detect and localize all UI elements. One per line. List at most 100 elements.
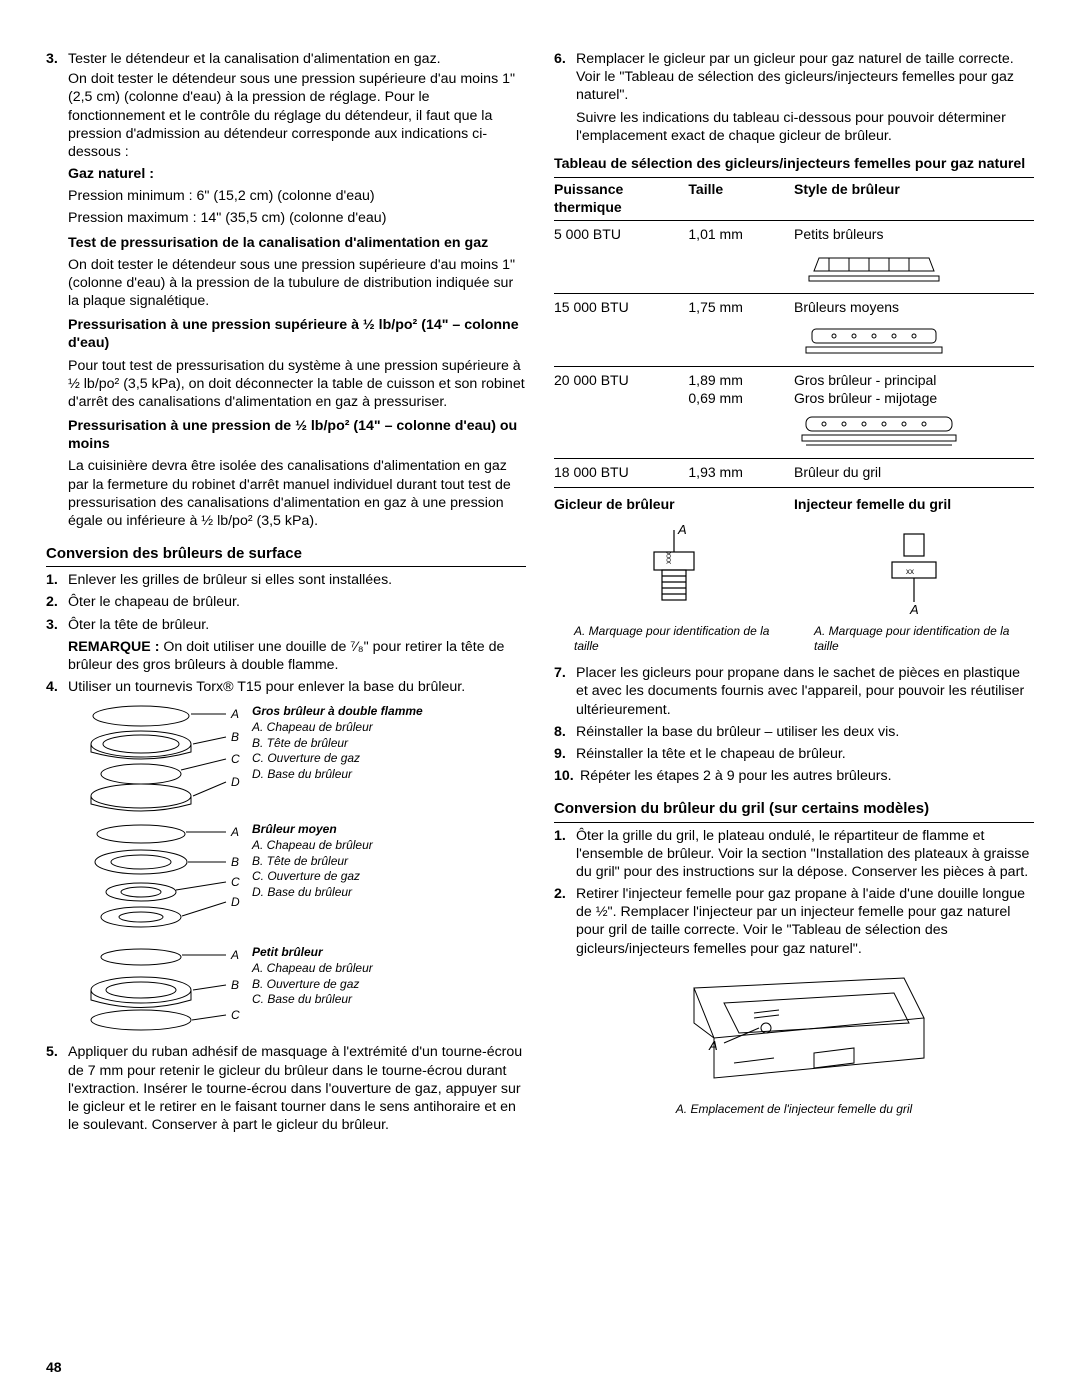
step-number: 1. — [554, 827, 576, 882]
td: Brûleur du gril — [794, 459, 1034, 488]
burner-style: Gros brûleur - mijotage — [794, 390, 1030, 408]
legend-item: C. Ouverture de gaz — [252, 751, 526, 767]
td: 1,75 mm — [688, 293, 794, 366]
step-text: Utiliser un tournevis Torx® T15 pour enl… — [68, 678, 526, 696]
table-header-row: Puissance thermique Taille Style de brûl… — [554, 178, 1034, 221]
body-text: Pression minimum : 6" (15,2 cm) (colonne… — [68, 187, 526, 205]
legend-item: B. Tête de brûleur — [252, 736, 526, 752]
svg-text:A: A — [677, 522, 687, 537]
td: 1,01 mm — [688, 220, 794, 293]
body-text: Pression maximum : 14" (35,5 cm) (colonn… — [68, 209, 526, 227]
step-text: Ôter la tête de brûleur. — [68, 616, 526, 634]
legend-item: A. Chapeau de brûleur — [252, 961, 526, 977]
step-number: 2. — [554, 885, 576, 958]
step-number: 8. — [554, 723, 576, 741]
th: Puissance thermique — [554, 178, 688, 221]
legend-item: D. Base du brûleur — [252, 885, 526, 901]
legend-item: A. Chapeau de brûleur — [252, 838, 526, 854]
td: Petits brûleurs — [794, 220, 1034, 293]
td: 1,89 mm0,69 mm — [688, 366, 794, 459]
list-item: 2.Retirer l'injecteur femelle pour gaz p… — [554, 885, 1034, 958]
orifice-table: Puissance thermique Taille Style de brûl… — [554, 177, 1034, 488]
step-number: 10. — [554, 767, 580, 785]
list-item: 7.Placer les gicleurs pour propane dans … — [554, 664, 1034, 719]
table-title: Tableau de sélection des gicleurs/inject… — [554, 155, 1034, 173]
legend-item: D. Base du brûleur — [252, 767, 526, 783]
svg-text:C: C — [231, 875, 240, 889]
small-burner-icon — [794, 246, 954, 286]
remark-label: REMARQUE : — [68, 639, 159, 655]
step-text: Remplacer le gicleur par un gicleur pour… — [576, 50, 1034, 105]
td: 1,93 mm — [688, 459, 794, 488]
td: Brûleurs moyens — [794, 293, 1034, 366]
list-item: 10.Répéter les étapes 2 à 9 pour les aut… — [554, 767, 1034, 785]
step-number: 1. — [46, 571, 68, 589]
step-text: On doit tester le détendeur sous une pre… — [68, 70, 526, 161]
step-number: 3. — [46, 616, 68, 634]
svg-text:A: A — [230, 825, 239, 839]
svg-text:xx: xx — [906, 567, 914, 576]
step-text: Réinstaller la base du brûleur – utilise… — [576, 723, 1034, 741]
step-number: 2. — [46, 593, 68, 611]
burner-small-icon: A B C — [76, 945, 246, 1035]
step-text: Ôter la grille du gril, le plateau ondul… — [576, 827, 1034, 882]
td: Gros brûleur - principalGros brûleur - m… — [794, 366, 1034, 459]
table-row: 18 000 BTU 1,93 mm Brûleur du gril — [554, 459, 1034, 488]
burner-orifice-icon: xxx A — [614, 522, 734, 622]
remark: REMARQUE : On doit utiliser une douille … — [68, 638, 526, 674]
large-burner-icon — [794, 409, 964, 451]
subheading: Gicleur de brûleur — [554, 496, 794, 514]
svg-text:D: D — [231, 895, 240, 909]
step-number: 6. — [554, 50, 576, 145]
step-text: Répéter les étapes 2 à 9 pour les autres… — [580, 767, 1034, 785]
table-row: 5 000 BTU 1,01 mm Petits brûleurs — [554, 220, 1034, 293]
step-number: 4. — [46, 678, 68, 696]
list-item: 9.Réinstaller la tête et le chapeau de b… — [554, 745, 1034, 763]
list-item: 5.Appliquer du ruban adhésif de masquage… — [46, 1043, 526, 1134]
td-line: 0,69 mm — [688, 390, 790, 408]
legend-item: B. Ouverture de gaz — [252, 977, 526, 993]
list-item: 1.Enlever les grilles de brûleur si elle… — [46, 571, 526, 589]
td: 5 000 BTU — [554, 220, 688, 293]
page-number: 48 — [46, 1359, 62, 1375]
svg-text:A: A — [708, 1038, 718, 1053]
svg-text:B: B — [231, 855, 239, 869]
svg-text:xxx: xxx — [664, 552, 673, 564]
legend-item: A. Chapeau de brûleur — [252, 720, 526, 736]
medium-burner-icon — [794, 319, 954, 359]
grill-spud-icon: xx A — [854, 522, 974, 622]
subheading: Test de pressurisation de la canalisatio… — [68, 234, 526, 252]
grill-diagram: A — [554, 968, 1034, 1098]
list-item: 4.Utiliser un tournevis Torx® T15 pour e… — [46, 678, 526, 696]
step-text: Suivre les indications du tableau ci-des… — [576, 109, 1034, 145]
grill-location-icon: A — [654, 968, 934, 1098]
list-item: 2.Ôter le chapeau de brûleur. — [46, 593, 526, 611]
svg-text:C: C — [231, 752, 240, 766]
diagram-title: Gros brûleur à double flamme — [252, 704, 526, 720]
subheading: Pressurisation à une pression supérieure… — [68, 316, 526, 352]
step-text: Réinstaller la tête et le chapeau de brû… — [576, 745, 1034, 763]
table-row: 15 000 BTU 1,75 mm Brûleurs moyens — [554, 293, 1034, 366]
td: 20 000 BTU — [554, 366, 688, 459]
right-column: 6. Remplacer le gicleur par un gicleur p… — [554, 50, 1034, 1138]
page: 3. Tester le détendeur et la canalisatio… — [0, 0, 1080, 1397]
caption: A. Emplacement de l'injecteur femelle du… — [554, 1102, 1034, 1117]
th: Style de brûleur — [794, 178, 1034, 221]
left-column: 3. Tester le détendeur et la canalisatio… — [46, 50, 526, 1138]
legend-item: C. Base du brûleur — [252, 992, 526, 1008]
step-number: 9. — [554, 745, 576, 763]
burner-diagram-large: A B C D Gros brûleur à double flamme A. … — [76, 704, 526, 814]
list-item: 1.Ôter la grille du gril, le plateau ond… — [554, 827, 1034, 882]
caption: A. Marquage pour identification de la ta… — [814, 624, 1034, 654]
step-number: 7. — [554, 664, 576, 719]
list-item: 3. Tester le détendeur et la canalisatio… — [46, 50, 526, 161]
list-item: 3.Ôter la tête de brûleur. — [46, 616, 526, 634]
th: Taille — [688, 178, 794, 221]
caption: A. Marquage pour identification de la ta… — [554, 624, 794, 654]
burner-large-icon: A B C D — [76, 704, 246, 814]
svg-text:B: B — [231, 978, 239, 992]
body-text: On doit tester le détendeur sous une pre… — [68, 256, 526, 311]
burner-style: Gros brûleur - principal — [794, 372, 1030, 390]
step-text: Enlever les grilles de brûleur si elles … — [68, 571, 526, 589]
svg-text:A: A — [230, 948, 239, 962]
